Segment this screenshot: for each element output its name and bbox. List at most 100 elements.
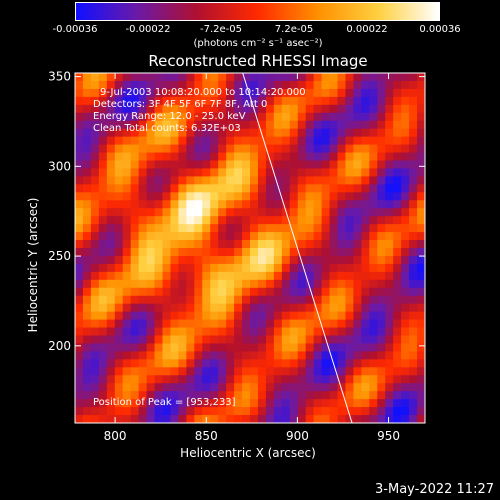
heatmap-cell — [226, 399, 235, 408]
heatmap-cell — [401, 176, 410, 185]
heatmap-cell — [218, 375, 227, 384]
heatmap-cell — [170, 248, 179, 257]
heatmap-cell — [106, 295, 116, 305]
heatmap-cell — [393, 359, 402, 368]
heatmap-cell — [82, 96, 92, 106]
heatmap-cell — [329, 327, 338, 336]
heatmap-cell — [122, 88, 132, 98]
heatmap-cell — [130, 104, 140, 114]
heatmap-cell — [377, 359, 386, 368]
heatmap-cell — [265, 271, 275, 281]
heatmap-cell — [154, 88, 163, 98]
heatmap-cell — [242, 271, 251, 281]
heatmap-cell — [170, 271, 179, 281]
heatmap-cell — [242, 96, 251, 106]
heatmap-cell — [417, 73, 426, 82]
heatmap-cell — [98, 263, 108, 273]
heatmap-cell — [210, 359, 219, 368]
heatmap-cell — [210, 104, 219, 114]
heatmap-cell — [106, 152, 116, 161]
heatmap-cell — [337, 271, 346, 281]
heatmap-cell — [257, 168, 267, 177]
heatmap-cell — [75, 224, 84, 233]
heatmap-cell — [210, 271, 219, 281]
heatmap-cell — [385, 319, 394, 329]
heatmap-cell — [210, 128, 219, 138]
heatmap-cell — [170, 319, 179, 329]
heatmap-cell — [361, 279, 370, 289]
heatmap-cell — [186, 120, 195, 130]
heatmap-cell — [178, 176, 187, 185]
heatmap-cell — [377, 319, 386, 329]
heatmap-cell — [202, 152, 211, 161]
heatmap-cell — [106, 279, 116, 289]
heatmap-cell — [146, 73, 156, 82]
heatmap-cell — [186, 295, 195, 305]
heatmap-cell — [409, 240, 418, 249]
heatmap-cell — [138, 311, 148, 321]
heatmap-cell — [281, 287, 291, 297]
heatmap-cell — [154, 152, 163, 161]
heatmap-cell — [82, 391, 92, 400]
heatmap-cell — [417, 112, 426, 122]
heatmap-cell — [273, 319, 283, 329]
heatmap-cell — [265, 208, 275, 217]
heatmap-cell — [98, 104, 108, 114]
heatmap-cell — [210, 248, 219, 257]
heatmap-cell — [257, 128, 267, 138]
heatmap-cell — [138, 343, 148, 352]
heatmap-cell — [265, 176, 275, 185]
heatmap-cell — [273, 391, 283, 400]
heatmap-cell — [377, 216, 386, 225]
heatmap-cell — [345, 224, 354, 233]
heatmap-cell — [170, 295, 179, 305]
heatmap-cell — [353, 311, 362, 321]
heatmap-cell — [257, 96, 267, 106]
heatmap-cell — [257, 287, 267, 297]
heatmap-cell — [138, 216, 148, 225]
heatmap-cell — [345, 383, 354, 392]
heatmap-cell — [401, 263, 410, 273]
heatmap-cell — [345, 200, 354, 209]
heatmap-cell — [321, 351, 331, 360]
heatmap-cell — [401, 343, 410, 352]
heatmap-cell — [194, 399, 203, 408]
heatmap-cell — [138, 144, 148, 154]
heatmap-cell — [170, 240, 179, 249]
heatmap-cell — [345, 335, 354, 344]
heatmap-cell — [138, 232, 148, 241]
heatmap-cell — [194, 200, 203, 209]
heatmap-cell — [313, 383, 323, 392]
heatmap-cell — [273, 383, 283, 392]
heatmap-cell — [210, 112, 219, 122]
heatmap-cell — [178, 232, 187, 241]
heatmap-cell — [75, 303, 84, 313]
heatmap-cell — [257, 295, 267, 305]
heatmap-cell — [146, 311, 156, 321]
heatmap-cell — [106, 168, 116, 177]
heatmap-cell — [361, 248, 370, 257]
heatmap-cell — [257, 415, 267, 424]
heatmap-cell — [234, 232, 243, 241]
heatmap-cell — [305, 200, 315, 209]
heatmap-cell — [106, 120, 116, 130]
heatmap-cell — [162, 160, 171, 169]
heatmap-cell — [154, 104, 163, 114]
heatmap-cell — [305, 415, 315, 424]
heatmap-cell — [289, 144, 299, 154]
heatmap-cell — [186, 391, 195, 400]
heatmap-cell — [265, 351, 275, 360]
heatmap-cell — [321, 216, 331, 225]
heatmap-cell — [377, 184, 386, 193]
heatmap-cell — [353, 399, 362, 408]
heatmap-cell — [186, 415, 195, 424]
heatmap-cell — [337, 375, 346, 384]
heatmap-cell — [210, 96, 219, 106]
heatmap-cell — [186, 263, 195, 273]
heatmap-cell — [329, 224, 338, 233]
heatmap-cell — [98, 399, 108, 408]
heatmap-cell — [146, 391, 156, 400]
heatmap-cell — [202, 351, 211, 360]
heatmap-cell — [90, 367, 100, 376]
heatmap-cell — [138, 136, 148, 146]
